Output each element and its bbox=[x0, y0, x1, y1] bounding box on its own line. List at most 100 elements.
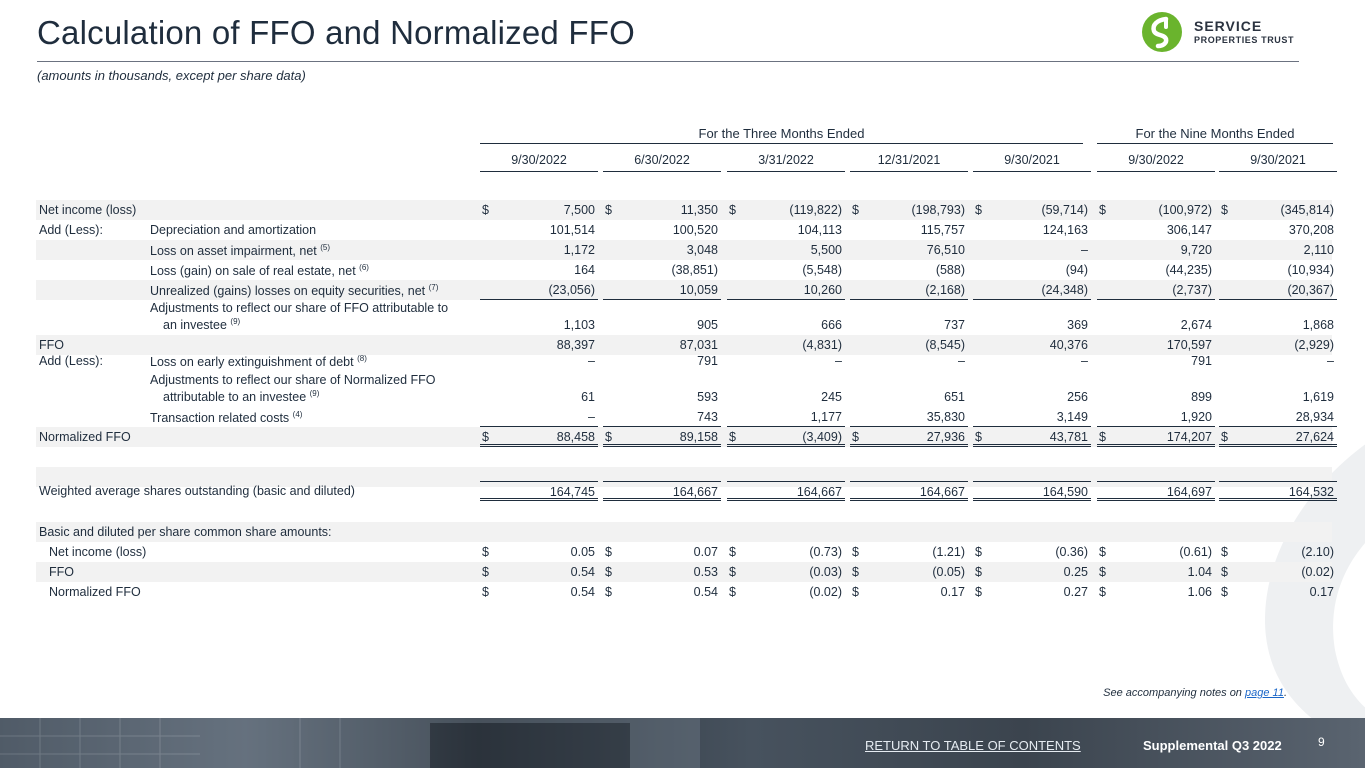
table-cell: 1,177 bbox=[727, 407, 845, 427]
table-cell: $27,624 bbox=[1219, 427, 1337, 447]
cell-value: (10,934) bbox=[1287, 263, 1334, 277]
cell-value: (20,367) bbox=[1287, 283, 1334, 297]
cell-value: – bbox=[1081, 243, 1088, 257]
cell-value: 3,048 bbox=[686, 243, 718, 257]
table-cell: 88,397 bbox=[480, 335, 598, 355]
table-row: Net income (loss) $7,500 $11,350 $ (119,822)… bbox=[36, 200, 1334, 220]
cell-value: (2,737) bbox=[1172, 283, 1212, 297]
cell-value: – bbox=[1081, 354, 1088, 368]
currency-symbol: $ bbox=[1221, 203, 1228, 217]
table-cell: $1.06 bbox=[1097, 582, 1215, 602]
cell-value: – bbox=[835, 354, 842, 368]
cell-value: 5,500 bbox=[810, 243, 842, 257]
column-header-rule bbox=[603, 171, 721, 172]
table-cell: (44,235) bbox=[1097, 260, 1215, 280]
cell-value: 10,260 bbox=[803, 283, 842, 297]
table-cell: 164 bbox=[480, 260, 598, 280]
cell-value: – bbox=[588, 410, 595, 424]
currency-symbol: $ bbox=[605, 585, 612, 599]
cell-value: 7,500 bbox=[563, 203, 595, 217]
cell-value: 89,158 bbox=[679, 430, 718, 444]
cell-value: (0.36) bbox=[1055, 545, 1088, 559]
table-cell: $89,158 bbox=[603, 427, 721, 447]
table-cell: $ (1.21) bbox=[850, 542, 968, 562]
cell-value: 2,674 bbox=[1180, 318, 1212, 332]
row-label-text: Adjustments to reflect our share of Norm… bbox=[150, 373, 436, 387]
cell-value: 1.06 bbox=[1187, 585, 1212, 599]
table-cell: $0.05 bbox=[480, 542, 598, 562]
table-cell: 170,597 bbox=[1097, 335, 1215, 355]
currency-symbol: $ bbox=[482, 545, 489, 559]
footnote-reference: See accompanying notes on page 11. bbox=[1103, 687, 1287, 699]
cell-value: 164,745 bbox=[549, 485, 595, 499]
table-cell: (20,367) bbox=[1219, 280, 1337, 300]
currency-symbol: $ bbox=[729, 545, 736, 559]
cell-value: 174,207 bbox=[1166, 430, 1212, 444]
cell-value: 899 bbox=[1191, 390, 1212, 404]
table-cell: – bbox=[850, 351, 968, 371]
page-subtitle: (amounts in thousands, except per share … bbox=[37, 68, 306, 83]
cell-value: 0.53 bbox=[693, 565, 718, 579]
currency-symbol: $ bbox=[1099, 203, 1106, 217]
table-cell: (2,929) bbox=[1219, 335, 1337, 355]
currency-symbol: $ bbox=[975, 565, 982, 579]
table-cell: 28,934 bbox=[1219, 407, 1337, 427]
cell-value: (2.10) bbox=[1301, 545, 1334, 559]
table-cell: 164,590 bbox=[973, 481, 1091, 501]
column-header: 6/30/2022 bbox=[634, 153, 690, 167]
cell-value: 791 bbox=[1191, 354, 1212, 368]
currency-symbol: $ bbox=[1099, 585, 1106, 599]
table-cell: (24,348) bbox=[973, 280, 1091, 300]
table-cell: 164,697 bbox=[1097, 481, 1215, 501]
table-cell: 164,667 bbox=[850, 481, 968, 501]
table-cell: 10,059 bbox=[603, 280, 721, 300]
table-cell: 115,757 bbox=[850, 220, 968, 240]
cell-value: 737 bbox=[944, 318, 965, 332]
row-label: Unrealized (gains) losses on equity secu… bbox=[150, 283, 438, 298]
cell-value: – bbox=[1327, 354, 1334, 368]
footnote-prefix: See accompanying notes on bbox=[1103, 687, 1245, 699]
currency-symbol: $ bbox=[1221, 430, 1228, 444]
row-group-label: Normalized FFO bbox=[39, 430, 131, 444]
currency-symbol: $ bbox=[1099, 565, 1106, 579]
table-cell: 10,260 bbox=[727, 280, 845, 300]
cell-value: (94) bbox=[1065, 263, 1088, 277]
table-row: Loss (gain) on sale of real estate, net … bbox=[36, 260, 1334, 280]
table-row: Adjustments to reflect our share of Norm… bbox=[36, 374, 1334, 407]
table-cell: (588) bbox=[850, 260, 968, 280]
cell-value: 170,597 bbox=[1166, 338, 1212, 352]
cell-value: 164,667 bbox=[796, 485, 842, 499]
table-cell: 124,163 bbox=[973, 220, 1091, 240]
cell-value: 306,147 bbox=[1166, 223, 1212, 237]
table-cell: 737 bbox=[850, 315, 968, 335]
table-cell: $ (119,822) bbox=[727, 200, 845, 220]
table-cell: 9,720 bbox=[1097, 240, 1215, 260]
table-cell: $0.54 bbox=[480, 562, 598, 582]
table-cell: 1,868 bbox=[1219, 315, 1337, 335]
notes-page-link[interactable]: page 11 bbox=[1244, 687, 1284, 699]
table-cell: 666 bbox=[727, 315, 845, 335]
table-row: Normalized FFO $88,458 $89,158 $ (3,409) $27,… bbox=[36, 427, 1337, 447]
table-row: Add (Less): Loss on early extinguishment … bbox=[36, 351, 1334, 371]
row-label: Adjustments to reflect our share of Norm… bbox=[150, 374, 475, 404]
spacer-row bbox=[36, 467, 1332, 487]
table-row: Add (Less): Depreciation and amortization… bbox=[36, 220, 1334, 240]
table-cell: 87,031 bbox=[603, 335, 721, 355]
cell-value: 245 bbox=[821, 390, 842, 404]
table-cell: $0.54 bbox=[480, 582, 598, 602]
row-label-text: Loss on early extinguishment of debt bbox=[150, 355, 354, 369]
table-cell: $0.27 bbox=[973, 582, 1091, 602]
column-header: 12/31/2021 bbox=[877, 153, 941, 167]
cell-value: (8,545) bbox=[925, 338, 965, 352]
return-to-toc-link[interactable]: RETURN TO TABLE OF CONTENTS bbox=[865, 738, 1081, 753]
currency-symbol: $ bbox=[729, 430, 736, 444]
currency-symbol: $ bbox=[852, 565, 859, 579]
table-row: Adjustments to reflect our share of FFO … bbox=[36, 302, 1334, 335]
cell-value: 43,781 bbox=[1049, 430, 1088, 444]
currency-symbol: $ bbox=[482, 565, 489, 579]
cell-value: – bbox=[958, 354, 965, 368]
row-label-continuation: attributable to an investee bbox=[163, 390, 307, 404]
row-group-label: Net income (loss) bbox=[39, 203, 137, 217]
table-cell: (23,056) bbox=[480, 280, 598, 300]
cell-value: 104,113 bbox=[797, 223, 842, 237]
